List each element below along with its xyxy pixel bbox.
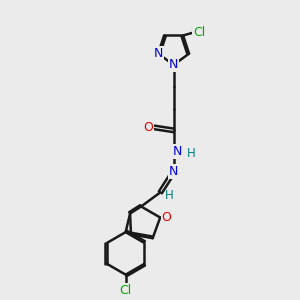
Text: O: O <box>144 121 154 134</box>
Text: Cl: Cl <box>119 284 132 297</box>
Text: N: N <box>169 165 178 178</box>
Text: N: N <box>169 58 178 71</box>
Text: O: O <box>162 211 172 224</box>
Text: H: H <box>187 147 196 160</box>
Text: N: N <box>172 145 182 158</box>
Text: H: H <box>165 189 173 203</box>
Text: N: N <box>154 47 163 60</box>
Text: Cl: Cl <box>193 26 206 39</box>
